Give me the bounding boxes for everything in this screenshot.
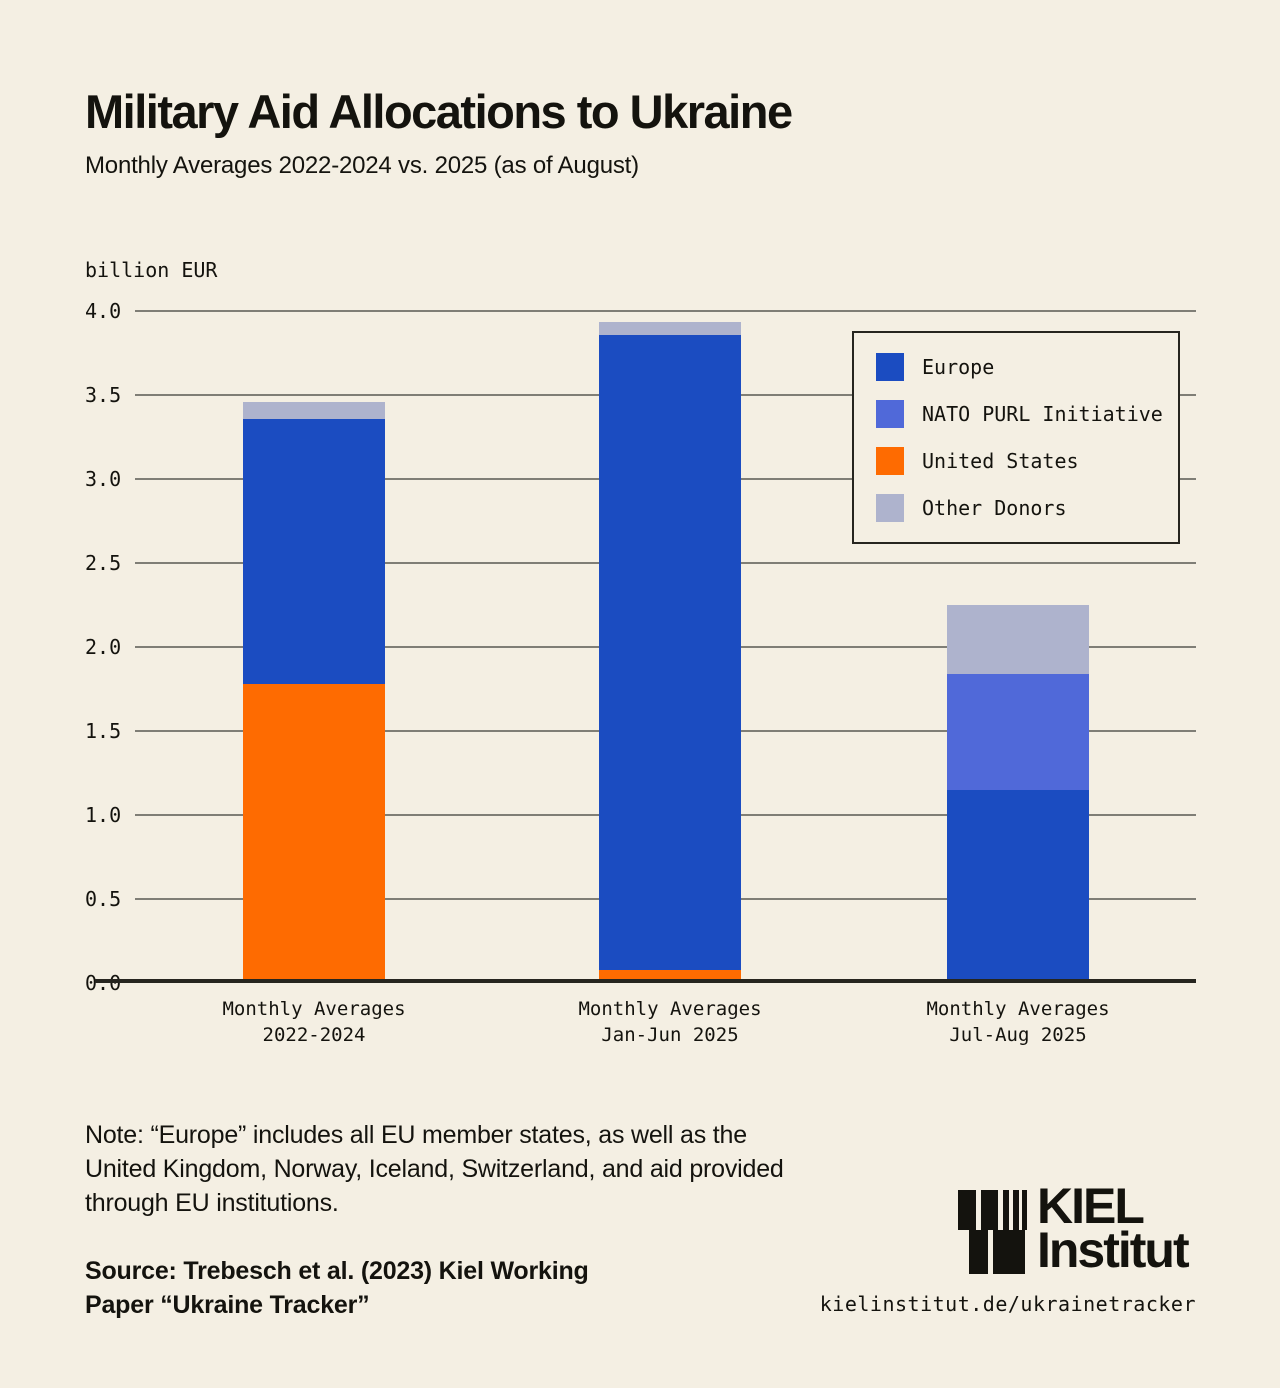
x-axis-label-line: Monthly Averages: [222, 998, 406, 1020]
legend-item: NATO PURL Initiative: [876, 400, 1178, 428]
legend-swatch-nato_purl: [876, 400, 904, 428]
bar-segment-other_donors: [599, 322, 741, 335]
legend-swatch-europe: [876, 353, 904, 381]
note-line: through EU institutions.: [85, 1189, 339, 1217]
y-tick-label: 2.0: [85, 635, 122, 659]
note-line: Note: “Europe” includes all EU member st…: [85, 1121, 747, 1149]
y-tick-label: 1.0: [85, 803, 122, 827]
x-axis-line: [95, 979, 1196, 983]
logo-line-institut: Institut: [1037, 1222, 1190, 1278]
y-tick-label: 2.5: [85, 551, 122, 575]
legend-item: Other Donors: [876, 494, 1178, 522]
x-axis-label-line: Jan-Jun 2025: [601, 1024, 739, 1046]
legend-item: Europe: [876, 353, 1178, 381]
page-title: Military Aid Allocations to Ukraine: [85, 85, 793, 138]
x-axis-label-line: Jul-Aug 2025: [949, 1024, 1087, 1046]
bar-segment-europe: [243, 419, 385, 684]
note-text: Note: “Europe” includes all EU member st…: [85, 1118, 784, 1220]
bar-segment-europe: [947, 790, 1089, 983]
x-axis-label-line: Monthly Averages: [926, 998, 1110, 1020]
y-tick-label: 3.0: [85, 467, 122, 491]
kiel-institut-logo-text: KIEL Institut: [1037, 1178, 1190, 1278]
x-axis-label-line: 2022-2024: [262, 1024, 366, 1046]
y-tick-label: 3.5: [85, 383, 122, 407]
bar-segment-nato_purl: [947, 674, 1089, 790]
bar-segment-other_donors: [947, 605, 1089, 674]
bar-segment-united_states: [243, 684, 385, 983]
y-axis-unit-label: billion EUR: [85, 258, 218, 282]
x-axis-label-line: Monthly Averages: [578, 998, 762, 1020]
legend-swatch-other_donors: [876, 494, 904, 522]
legend-label: Other Donors: [922, 496, 1067, 520]
x-axis-label: Monthly Averages 2022-2024: [174, 996, 454, 1048]
y-tick-label: 0.5: [85, 887, 122, 911]
y-tick-label: 4.0: [85, 299, 122, 323]
logo-line-kiel: KIEL: [1037, 1178, 1145, 1234]
y-tick-label: 0.0: [85, 971, 122, 995]
legend-label: United States: [922, 449, 1079, 473]
chart-legend: Europe NATO PURL Initiative United States O…: [852, 331, 1180, 544]
source-text: Source: Trebesch et al. (2023) Kiel Work…: [85, 1254, 589, 1322]
bar-segment-europe: [599, 335, 741, 970]
bar-segment-other_donors: [243, 402, 385, 419]
source-line: Source: Trebesch et al. (2023) Kiel Work…: [85, 1257, 589, 1285]
website-url: kielinstitut.de/ukrainetracker: [819, 1292, 1196, 1316]
legend-label: NATO PURL Initiative: [922, 402, 1163, 426]
note-line: United Kingdom, Norway, Iceland, Switzer…: [85, 1155, 784, 1183]
x-axis-label: Monthly Averages Jan-Jun 2025: [530, 996, 810, 1048]
legend-label: Europe: [922, 355, 995, 379]
gridline: [135, 310, 1196, 312]
kiel-institut-logo-mark-icon: [958, 1190, 1027, 1274]
page-subtitle: Monthly Averages 2022-2024 vs. 2025 (as …: [85, 152, 639, 179]
legend-item: United States: [876, 447, 1178, 475]
x-axis-label: Monthly Averages Jul-Aug 2025: [878, 996, 1158, 1048]
y-tick-label: 1.5: [85, 719, 122, 743]
source-line: Paper “Ukraine Tracker”: [85, 1291, 370, 1319]
legend-swatch-united_states: [876, 447, 904, 475]
kiel-institut-logo: KIEL Institut: [958, 1181, 1190, 1275]
